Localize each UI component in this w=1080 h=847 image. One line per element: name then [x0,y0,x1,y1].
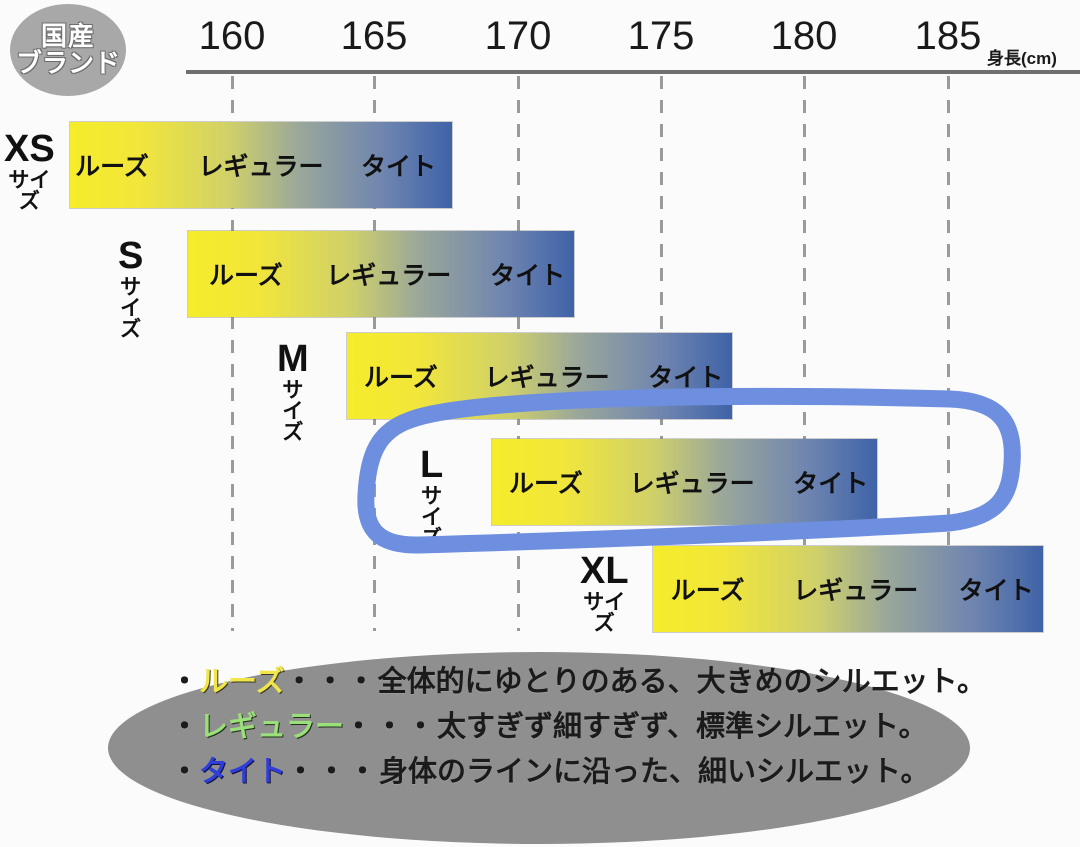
fit-label-tight: タイト [958,577,1034,605]
gridline-160 [231,76,234,631]
axis-tick-label-160: 160 [198,14,266,58]
brand-badge-line1: 国産 [40,21,95,52]
fit-legend-list: ・ルーズ・・・全体的にゆとりのある、大きめのシルエット。 ・レギュラー・・・太すぎ… [170,666,986,803]
fit-label-loose: ルーズ [509,470,583,498]
size-name: XS [4,128,55,170]
legend-bullet: ・ [170,756,200,788]
fit-label-loose: ルーズ [364,364,438,392]
size-sub-label: サイズ [282,379,304,444]
legend-dots: ・・・ [286,756,380,788]
fit-label-tight: タイト [648,364,724,392]
legend-term: ルーズ [199,666,285,698]
size-sub-label: サイズ [8,169,51,213]
height-axis: 身長(cm) 160 165 170 175 180 185 [0,0,1080,80]
size-bar-m: ルーズ レギュラー タイト [347,333,732,419]
fit-label-loose: ルーズ [209,262,283,290]
size-bar-xl: ルーズ レギュラー タイト [653,546,1043,632]
fit-label-tight: タイト [793,470,869,498]
legend-term: タイト [199,756,287,788]
gridline-180 [803,76,806,631]
legend-term: レギュラー [199,711,345,743]
size-label-xs: XS サイズ [4,130,55,212]
size-name: M [277,338,309,380]
fit-label-loose: ルーズ [75,153,149,181]
axis-line [186,70,1080,74]
size-name: L [420,444,444,486]
fit-label-tight: タイト [490,262,566,290]
size-sub-label: サイズ [421,485,443,550]
axis-tick-label-180: 180 [770,14,838,58]
size-name: XL [580,550,629,592]
legend-description: 身体のラインに沿った、細いシルエット。 [379,756,930,788]
legend-item-2: ・タイト・・・身体のラインに沿った、細いシルエット。 [170,758,970,787]
size-bar-l: ルーズ レギュラー タイト [492,439,877,525]
size-bar-s: ルーズ レギュラー タイト [188,231,574,317]
fit-label-regular: レギュラー [198,153,324,181]
axis-tick-label-175: 175 [627,14,695,58]
legend-bullet: ・ [170,666,200,698]
gridline-185 [947,76,950,631]
legend-bullet: ・ [170,711,200,743]
axis-tick-label-165: 165 [340,14,408,58]
size-name: S [118,235,144,277]
axis-tick-label-185: 185 [914,14,982,58]
size-sub-label: サイズ [583,591,626,635]
fit-label-regular: レギュラー [326,262,452,290]
axis-unit-label: 身長(cm) [987,49,1057,68]
size-label-m: M サイズ [277,340,309,443]
size-sub-label: サイズ [120,276,142,341]
size-label-l: L サイズ [420,446,443,549]
legend-ellipse-background [108,652,970,844]
fit-label-regular: レギュラー [629,470,755,498]
domestic-brand-badge: 国産 ブランド [10,4,126,96]
legend-dots: ・・・ [344,711,438,743]
legend-item-0: ・ルーズ・・・全体的にゆとりのある、大きめのシルエット。 [170,666,986,698]
legend-description: 太すぎず細すぎず、標準シルエット。 [437,711,928,743]
legend-description: 全体的にゆとりのある、大きめのシルエット。 [377,666,987,698]
brand-badge-line2: ブランド [15,48,120,78]
legend-dots: ・・・ [284,666,378,698]
fit-label-regular: レギュラー [484,364,610,392]
axis-tick-label-170: 170 [484,14,552,58]
size-label-xl: XL サイズ [580,552,629,634]
fit-label-regular: レギュラー [793,577,919,605]
size-bar-xs: ルーズ レギュラー タイト [70,122,452,208]
fit-label-tight: タイト [361,153,437,181]
legend-item-1: ・レギュラー・・・太すぎず細すぎず、標準シルエット。 [170,713,970,742]
fit-label-loose: ルーズ [670,577,745,605]
size-label-s: S サイズ [118,237,143,340]
